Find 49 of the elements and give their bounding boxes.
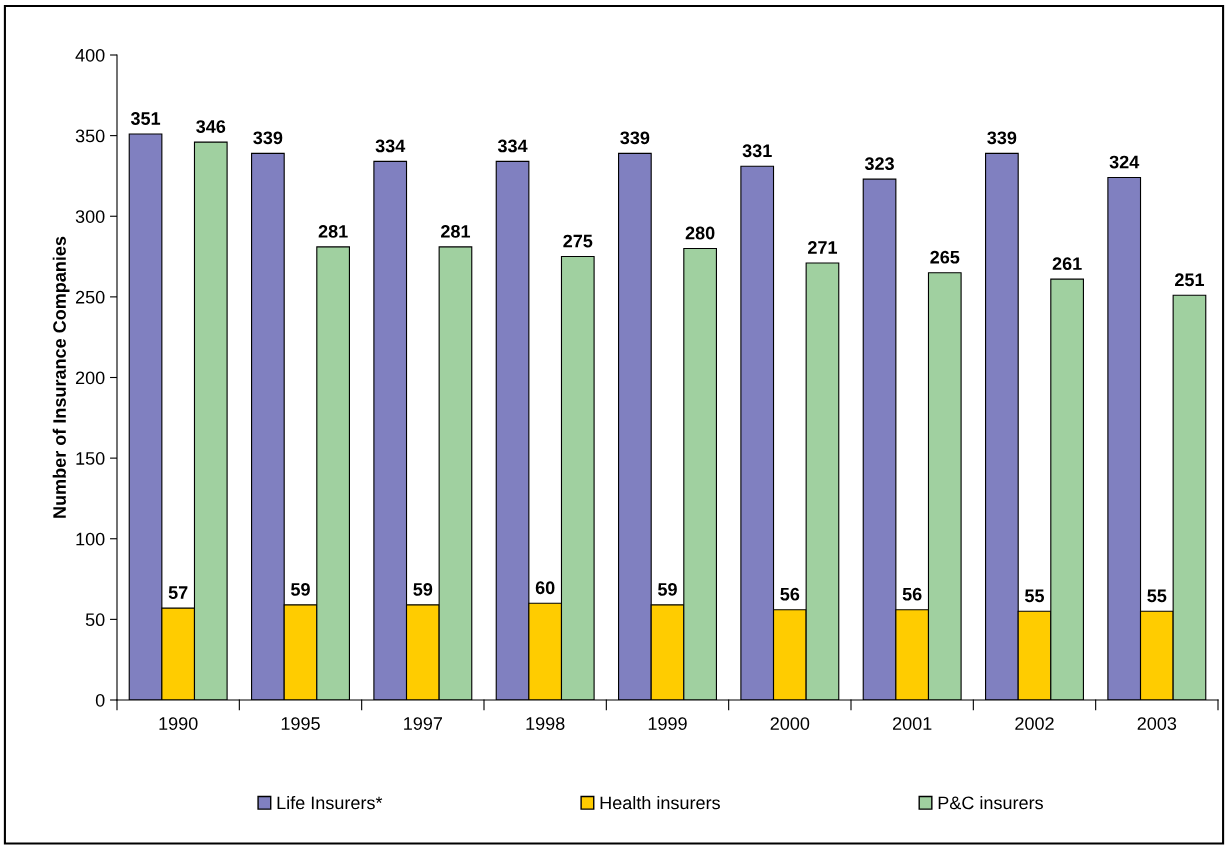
x-tick-label: 2000 <box>770 717 810 730</box>
y-tick-label: 300 <box>75 210 105 223</box>
data-label: 324 <box>1109 155 1140 169</box>
y-tick-label: 50 <box>85 613 105 627</box>
y-tick-label: 150 <box>76 452 105 465</box>
data-label: 55 <box>1147 589 1167 603</box>
x-tick-label: 1999 <box>648 717 687 730</box>
data-label: 57 <box>168 586 188 599</box>
data-label: 334 <box>375 139 406 153</box>
y-tick-label: 0 <box>95 693 105 707</box>
data-label: 60 <box>535 581 555 595</box>
x-tick-label: 2003 <box>1137 717 1177 730</box>
data-label: 339 <box>987 131 1017 145</box>
data-label: 351 <box>130 112 161 125</box>
data-label: 280 <box>685 226 715 240</box>
data-label: 59 <box>413 582 433 596</box>
y-tick-label: 350 <box>75 129 105 143</box>
data-label: 55 <box>1025 589 1045 603</box>
data-label: 346 <box>196 120 226 133</box>
data-label: 281 <box>441 224 471 238</box>
y-tick-label: 200 <box>75 371 105 385</box>
data-label: 261 <box>1052 257 1082 271</box>
data-label: 59 <box>291 582 310 596</box>
legend-label: Health insurers <box>600 796 720 810</box>
data-label: 56 <box>780 587 800 601</box>
data-label: 56 <box>902 587 922 601</box>
x-tick-label: 1998 <box>526 717 565 730</box>
data-label: 323 <box>864 157 894 171</box>
data-label: 281 <box>318 224 348 238</box>
data-label: 334 <box>497 139 528 153</box>
y-tick-label: 250 <box>75 290 105 304</box>
data-label: 339 <box>253 131 283 145</box>
data-label: 59 <box>658 582 677 596</box>
data-label: 265 <box>930 250 960 264</box>
x-tick-label: 1995 <box>281 717 320 730</box>
x-tick-label: 1997 <box>404 717 443 730</box>
y-axis-title: Number of Insurance Companies <box>52 236 70 518</box>
data-label: 331 <box>742 144 772 158</box>
legend-label: Life Insurers* <box>277 796 383 810</box>
y-tick-label: 400 <box>75 48 105 62</box>
x-tick-label: 2001 <box>892 717 932 730</box>
x-tick-label: 2002 <box>1015 717 1054 730</box>
y-tick-label: 100 <box>76 532 105 546</box>
data-label: 339 <box>620 131 650 145</box>
x-tick-label: 1990 <box>159 717 198 730</box>
data-label: 271 <box>808 241 838 254</box>
data-label: 275 <box>563 234 593 248</box>
legend-label: P&C insurers <box>938 796 1043 810</box>
data-label: 251 <box>1175 273 1205 287</box>
